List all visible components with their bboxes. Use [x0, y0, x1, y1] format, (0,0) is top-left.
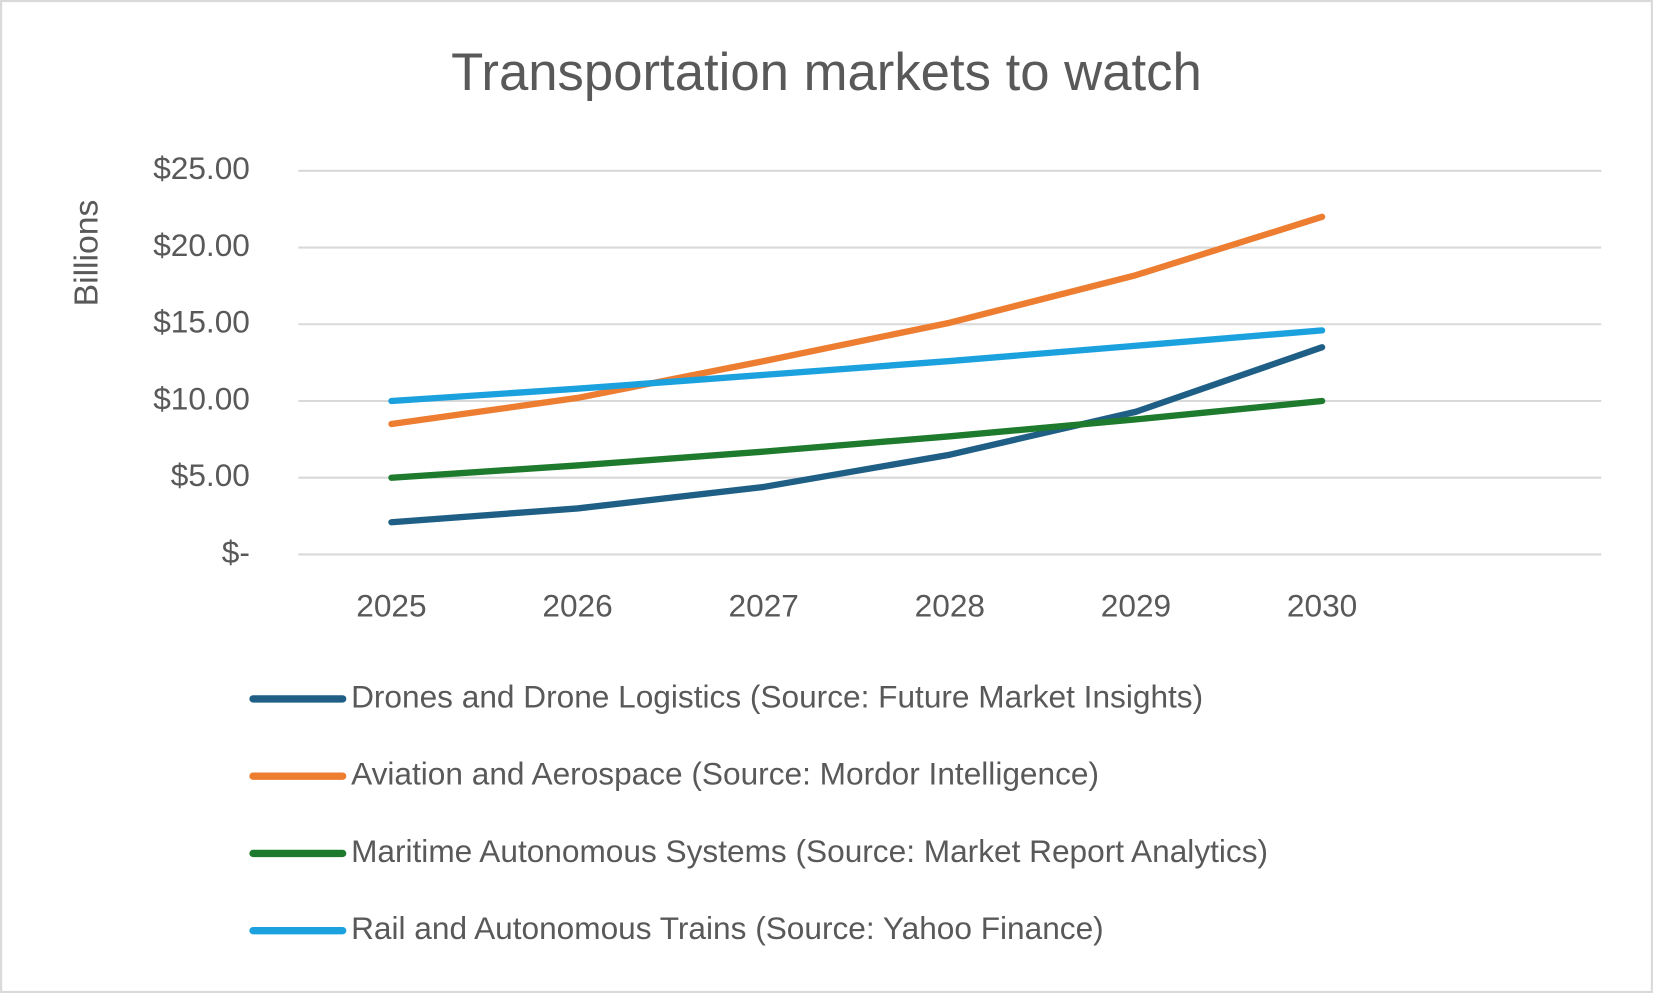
series-line — [388, 397, 1326, 481]
legend-label: Rail and Autonomous Trains (Source: Yaho… — [351, 910, 1104, 946]
y-tick-label: $25.00 — [153, 150, 250, 186]
series-line — [388, 344, 1326, 526]
x-tick-label: 2030 — [1287, 588, 1357, 624]
chart-title: Transportation markets to watch — [451, 43, 1202, 102]
legend-label: Aviation and Aerospace (Source: Mordor I… — [351, 756, 1099, 792]
series-line — [388, 327, 1326, 405]
y-tick-label: $20.00 — [153, 227, 250, 263]
legend-label: Maritime Autonomous Systems (Source: Mar… — [351, 833, 1268, 869]
x-tick-label: 2025 — [356, 588, 426, 624]
y-tick-label: $15.00 — [153, 304, 250, 340]
x-tick-label: 2028 — [915, 588, 985, 624]
y-tick-label: $5.00 — [171, 457, 250, 493]
legend-label: Drones and Drone Logistics (Source: Futu… — [351, 678, 1203, 714]
y-tick-label: $- — [222, 534, 250, 570]
x-tick-label: 2027 — [729, 588, 799, 624]
x-tick-label: 2029 — [1101, 588, 1171, 624]
y-tick-label: $10.00 — [153, 380, 250, 416]
y-axis-label: Billions — [68, 200, 106, 307]
series-line — [388, 213, 1326, 428]
x-tick-label: 2026 — [542, 588, 612, 624]
